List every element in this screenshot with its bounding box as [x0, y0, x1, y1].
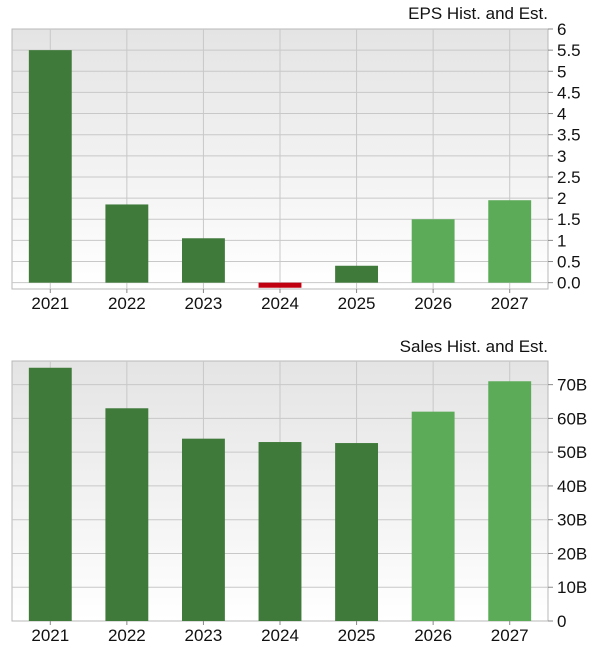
- eps-ytick-label: 3.5: [557, 126, 581, 145]
- eps-xtick-label: 2026: [414, 294, 452, 310]
- eps-ytick-label: 2: [557, 189, 566, 208]
- eps-bar-2022: [105, 204, 149, 283]
- sales-bar-2027: [488, 381, 532, 621]
- sales-ytick-label: 70B: [557, 376, 587, 395]
- sales-ytick-label: 50B: [557, 443, 587, 462]
- sales-ytick-label: 0: [557, 612, 566, 631]
- eps-bar-2024: [258, 282, 302, 288]
- eps-xtick-label: 2022: [108, 294, 146, 310]
- sales-chart: Sales Hist. and Est. 70B 60B 50B 40B 30B 20B 10…: [0, 332, 601, 645]
- eps-ytick-label: 0.5: [557, 253, 581, 272]
- eps-bar-2026: [411, 219, 455, 283]
- eps-ytick-label: 2.5: [557, 168, 581, 187]
- eps-xtick-label: 2027: [491, 294, 529, 310]
- eps-xtick-label: 2025: [338, 294, 376, 310]
- eps-chart-svg: EPS Hist. and Est. 6 5.5 5 4.5 4 3.5 3 2.5 2 1.5 1 0…: [11, 4, 581, 313]
- sales-bar-2022: [105, 408, 149, 621]
- eps-bar-2027: [488, 200, 532, 283]
- sales-bar-2024: [258, 442, 302, 621]
- eps-title: EPS Hist. and Est.: [408, 4, 548, 23]
- eps-ytick-label: 5: [557, 62, 566, 81]
- eps-xtick-label: 2023: [185, 294, 223, 310]
- sales-ytick-label: 30B: [557, 511, 587, 530]
- sales-bar-2021: [28, 367, 72, 621]
- eps-ytick-label: 3: [557, 147, 566, 166]
- sales-bar-2026: [411, 411, 455, 621]
- eps-chart: EPS Hist. and Est. 6 5.5 5 4.5 4 3.5 3 2.5 2 1.5 1 0…: [0, 0, 601, 313]
- eps-ytick-label: 0.0: [557, 274, 581, 293]
- eps-ytick-label: 1.5: [557, 210, 581, 229]
- eps-xtick-label: 2021: [31, 294, 69, 310]
- sales-title: Sales Hist. and Est.: [400, 337, 548, 356]
- eps-ytick-label: 5.5: [557, 41, 581, 60]
- eps-ytick-label: 6: [557, 20, 566, 39]
- sales-bar-2025: [335, 443, 379, 621]
- sales-xtick-label: 2021: [31, 626, 69, 645]
- sales-xtick-label: 2027: [491, 626, 529, 645]
- eps-bar-2025: [335, 265, 379, 283]
- eps-xtick-label: 2024: [261, 294, 299, 310]
- eps-bar-2021: [28, 50, 72, 283]
- eps-bar-2023: [181, 238, 225, 283]
- sales-xtick-label: 2025: [338, 626, 376, 645]
- eps-ytick-label: 4.5: [557, 83, 581, 102]
- sales-chart-svg: Sales Hist. and Est. 70B 60B 50B 40B 30B 20B 10…: [11, 337, 587, 645]
- sales-ytick-label: 60B: [557, 409, 587, 428]
- sales-ytick-label: 20B: [557, 544, 587, 563]
- sales-bar-2023: [181, 438, 225, 621]
- sales-ytick-label: 10B: [557, 578, 587, 597]
- sales-xtick-label: 2026: [414, 626, 452, 645]
- sales-ytick-label: 40B: [557, 477, 587, 496]
- eps-ytick-label: 4: [557, 105, 566, 124]
- eps-ytick-label: 1: [557, 231, 566, 250]
- sales-xtick-label: 2022: [108, 626, 146, 645]
- sales-xtick-label: 2024: [261, 626, 299, 645]
- sales-xtick-label: 2023: [185, 626, 223, 645]
